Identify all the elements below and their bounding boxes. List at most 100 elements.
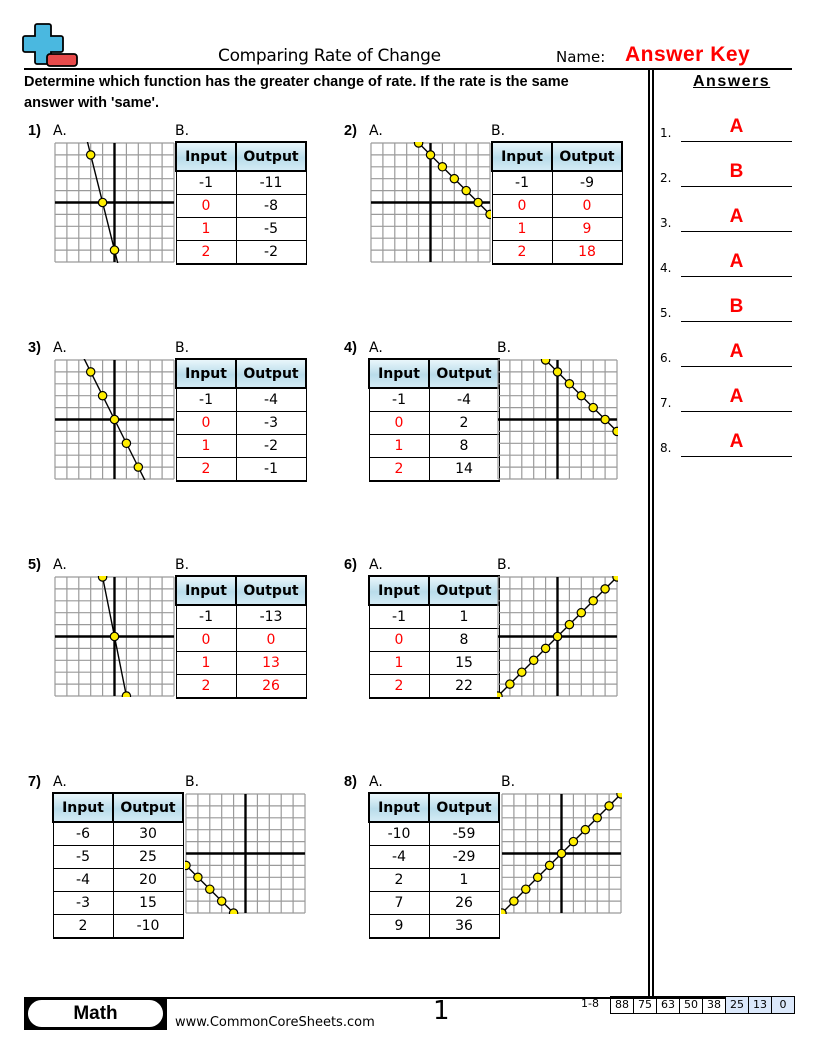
output-cell: -10: [112, 914, 184, 939]
name-label: Name:: [556, 48, 606, 66]
input-cell: -1: [175, 387, 237, 412]
instructions-line-1: Determine which function has the greater…: [24, 74, 569, 90]
table-row: -6 30: [52, 821, 184, 846]
input-output-table: Input Output -1 -9 0 0 1 9 2 18: [491, 141, 623, 265]
input-cell: 1: [175, 434, 237, 458]
graph-point-icon: [449, 173, 460, 184]
coordinate-graph: [54, 142, 175, 263]
output-header: Output: [428, 358, 500, 389]
answer-row: 4. A: [660, 247, 792, 277]
answer-row: 6. A: [660, 337, 792, 367]
output-header: Output: [428, 792, 500, 823]
output-cell: 25: [112, 845, 184, 869]
graph-point-icon: [556, 848, 567, 859]
graph-point-icon: [121, 691, 132, 697]
table-row: 2 18: [491, 240, 623, 265]
header-divider: [24, 68, 792, 70]
answer-number: 7.: [660, 396, 672, 410]
coordinate-graph: [54, 576, 175, 697]
problem-number: 5): [28, 557, 41, 573]
table-row: 0 -3: [175, 411, 307, 435]
column-divider: [648, 70, 650, 998]
answer-value[interactable]: A: [729, 251, 744, 272]
graph-point-icon: [109, 414, 120, 425]
output-header: Output: [235, 141, 307, 172]
answer-line: [681, 366, 792, 367]
answer-value[interactable]: B: [729, 161, 744, 182]
table-row: 1 -5: [175, 217, 307, 241]
graph-point-icon: [612, 426, 618, 437]
input-cell: 2: [491, 240, 553, 265]
answer-line: [681, 456, 792, 457]
input-header: Input: [368, 575, 430, 606]
input-cell: 0: [175, 411, 237, 435]
answer-value[interactable]: A: [729, 341, 744, 362]
graph-point-icon: [580, 824, 591, 835]
input-output-table: Input Output -1 -11 0 -8 1 -5 2 -2: [175, 141, 307, 265]
answers-title: Answers: [693, 73, 771, 90]
label-b: B.: [175, 123, 190, 139]
coordinate-graph: [497, 359, 618, 480]
answer-value[interactable]: A: [729, 386, 744, 407]
output-cell: -1: [235, 457, 307, 482]
output-cell: -9: [551, 170, 623, 195]
input-cell: -1: [175, 170, 237, 195]
output-cell: 20: [112, 868, 184, 892]
table-row: -1 1: [368, 604, 500, 629]
answer-value[interactable]: A: [729, 431, 744, 452]
graph-point-icon: [521, 884, 531, 894]
output-cell: -2: [235, 240, 307, 265]
output-cell: 1: [428, 868, 500, 892]
answer-line: [681, 321, 792, 322]
input-cell: 2: [52, 914, 114, 939]
answer-value[interactable]: A: [729, 116, 744, 137]
output-cell: 1: [428, 604, 500, 629]
graph-point-icon: [425, 150, 436, 160]
name-value: Answer Key: [625, 43, 751, 66]
label-b: B.: [175, 557, 190, 573]
table-row: 1 15: [368, 651, 500, 675]
input-cell: -5: [52, 845, 114, 869]
input-cell: -1: [491, 170, 553, 195]
graph-point-icon: [576, 390, 587, 401]
table-row: 0 -8: [175, 194, 307, 218]
problem-number: 1): [28, 123, 41, 139]
input-header: Input: [491, 141, 553, 172]
graph-point-icon: [564, 619, 575, 630]
answer-value[interactable]: B: [729, 296, 744, 317]
problem-number: 2): [344, 123, 357, 139]
answer-row: 8. A: [660, 427, 792, 457]
table-row: 2 -1: [175, 457, 307, 482]
problem-number: 6): [344, 557, 357, 573]
problem-number: 4): [344, 340, 357, 356]
score-cell: 13: [748, 997, 771, 1013]
graph-point-icon: [576, 607, 587, 618]
graph-point-icon: [568, 836, 579, 847]
coordinate-graph: [185, 793, 306, 914]
footer-divider: [24, 997, 792, 999]
table-row: -4 20: [52, 868, 184, 892]
output-cell: 13: [235, 651, 307, 675]
website-link[interactable]: www.CommonCoreSheets.com: [175, 1015, 375, 1030]
graph-point-icon: [97, 576, 108, 582]
problem-number: 7): [28, 774, 41, 790]
input-cell: 2: [368, 868, 430, 892]
label-b: B.: [491, 123, 506, 139]
label-b: B.: [497, 557, 512, 573]
graph-point-icon: [509, 896, 519, 906]
table-row: 2 26: [175, 674, 307, 699]
label-a: A.: [53, 557, 67, 573]
output-cell: 36: [428, 914, 500, 939]
output-cell: 15: [428, 651, 500, 675]
answer-value[interactable]: A: [729, 206, 744, 227]
score-cell: 88: [615, 998, 629, 1011]
input-output-table: Input Output -1 -4 0 2 1 8 2 14: [368, 358, 500, 482]
table-row: -3 15: [52, 891, 184, 915]
output-cell: -59: [428, 821, 500, 846]
output-cell: 0: [235, 628, 307, 652]
output-cell: 22: [428, 674, 500, 699]
instructions: Determine which function has the greater…: [24, 72, 624, 114]
input-output-table: Input Output -1 -4 0 -3 1 -2 2 -1: [175, 358, 307, 482]
